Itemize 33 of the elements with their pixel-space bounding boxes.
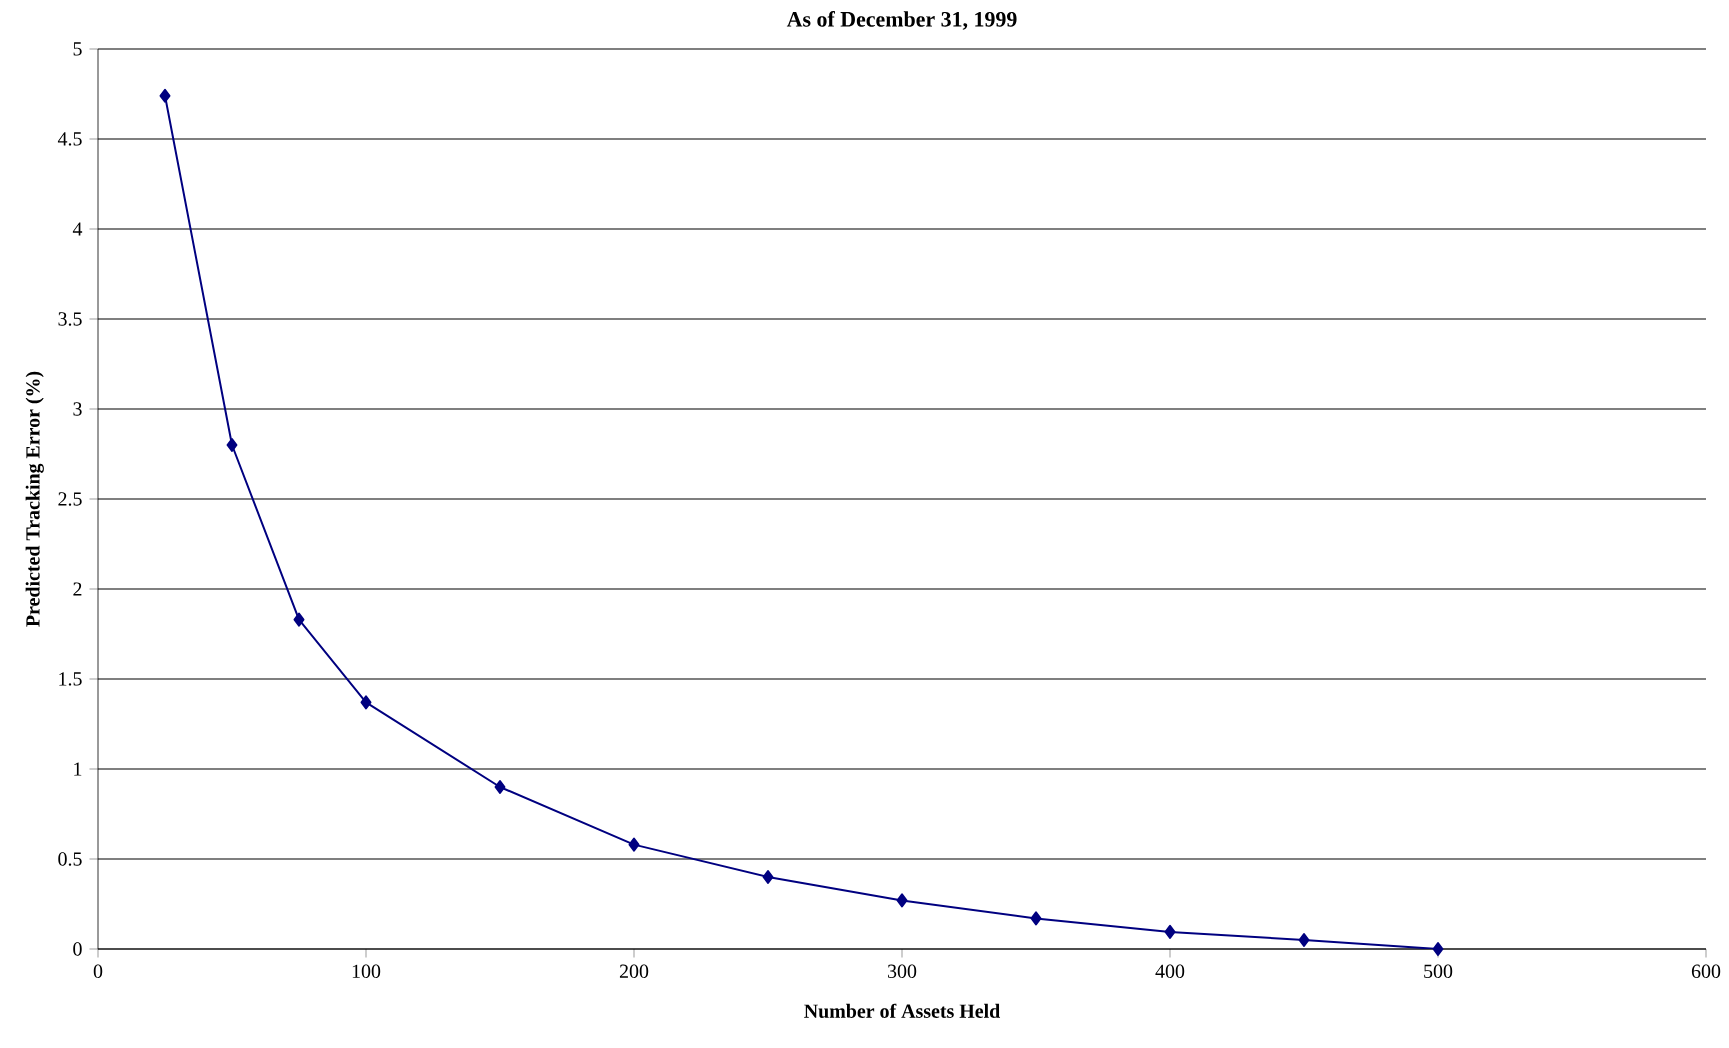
point <box>1298 933 1310 947</box>
point <box>762 870 774 884</box>
x-tick-label: 600 <box>1691 964 1721 978</box>
y-tick-label: 2.5 <box>58 492 82 506</box>
x-axis-title: Number of Assets Held <box>804 1003 1001 1018</box>
point <box>896 893 908 908</box>
point <box>628 837 640 852</box>
y-tick-label: 0.5 <box>58 852 82 866</box>
y-axis-title: Predicted Tracking Error (%) <box>25 371 44 627</box>
y-tick-label: 1 <box>74 762 82 776</box>
x-tick-label: 200 <box>619 964 649 978</box>
point <box>494 780 506 794</box>
y-tick-label: 1.5 <box>59 672 82 686</box>
x-tick-label: 400 <box>1155 964 1185 978</box>
x-tick-label: 500 <box>1424 964 1453 978</box>
point <box>226 438 238 452</box>
y-tick-label: 2 <box>73 582 82 596</box>
point <box>1030 911 1042 926</box>
x-tick-label: 300 <box>888 964 917 978</box>
point <box>1164 924 1176 939</box>
point <box>1432 942 1444 956</box>
point <box>159 88 171 103</box>
y-tick-label: 4.5 <box>57 132 82 146</box>
y-tick-label: 3.5 <box>58 312 82 326</box>
x-tick-label: 100 <box>352 964 381 978</box>
y-tick-label: 3 <box>73 402 82 416</box>
y-tick-label: 0 <box>73 942 82 956</box>
x-tick-label: 0 <box>93 964 103 978</box>
chart-title: As of December 31, 1999 <box>786 11 1017 30</box>
point <box>293 612 305 627</box>
y-tick-label: 5 <box>73 42 82 56</box>
point <box>360 695 372 710</box>
y-tick-label: 4 <box>72 222 83 236</box>
